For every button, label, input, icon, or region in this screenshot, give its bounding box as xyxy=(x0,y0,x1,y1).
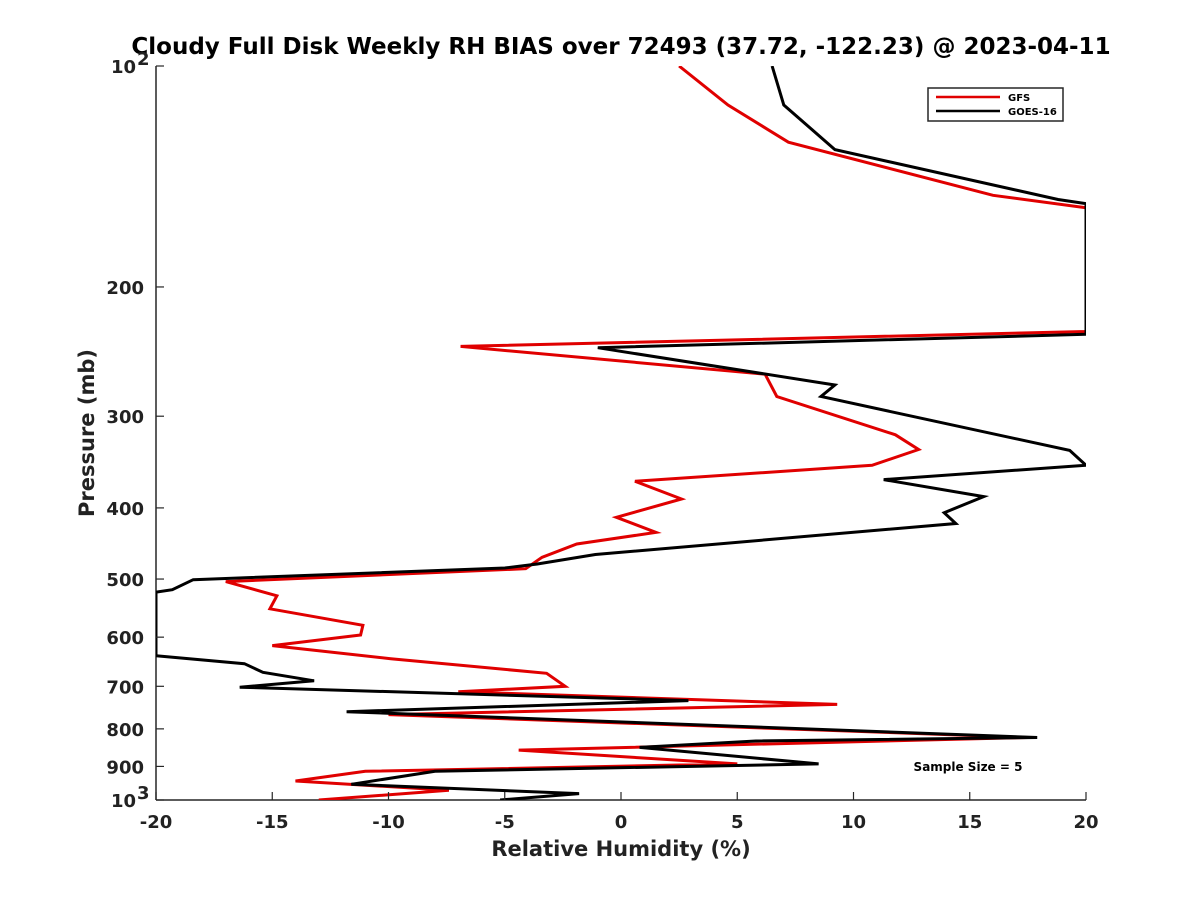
x-tick-label: 5 xyxy=(731,812,744,833)
x-tick-label: -10 xyxy=(372,812,405,833)
legend: GFS GOES-16 xyxy=(927,87,1064,122)
y-tick-label-base: 10 xyxy=(111,57,136,78)
y-tick-label: 200 xyxy=(106,278,144,299)
plot-background xyxy=(156,66,1086,800)
x-tick-label: 20 xyxy=(1073,812,1098,833)
legend-label-gfs: GFS xyxy=(1008,93,1030,104)
series-layer xyxy=(156,66,1086,800)
x-tick-label: -15 xyxy=(256,812,289,833)
y-tick-label: 500 xyxy=(106,570,144,591)
y-tick-label-base: 10 xyxy=(111,791,136,812)
y-tick-label-exponent: 3 xyxy=(137,783,150,804)
y-tick-label: 600 xyxy=(106,628,144,649)
x-tick-label: 15 xyxy=(957,812,982,833)
y-tick-label: 900 xyxy=(106,757,144,778)
x-tick-label: -5 xyxy=(495,812,515,833)
x-tick-label: -20 xyxy=(140,812,173,833)
y-axis-label: Pressure (mb) xyxy=(75,349,99,517)
y-tick-label: 300 xyxy=(106,407,144,428)
plot-area xyxy=(155,66,1086,801)
legend-box xyxy=(927,87,1064,122)
sample-size-annotation: Sample Size = 5 xyxy=(914,760,1023,774)
chart-title: Cloudy Full Disk Weekly RH BIAS over 724… xyxy=(131,34,1110,60)
series-line-goes-16 xyxy=(156,66,1086,800)
x-tick-label: 10 xyxy=(841,812,866,833)
x-axis-ticks: -20 -15 -10 -5 0 5 10 15 20 xyxy=(140,792,1099,833)
y-tick-label: 700 xyxy=(106,677,144,698)
y-tick-label-exponent: 2 xyxy=(137,49,150,70)
y-tick-label: 800 xyxy=(106,720,144,741)
legend-label-goes-16: GOES-16 xyxy=(1008,107,1057,118)
x-axis-label: Relative Humidity (%) xyxy=(491,837,750,861)
x-tick-label: 0 xyxy=(615,812,628,833)
y-tick-label: 400 xyxy=(106,499,144,520)
